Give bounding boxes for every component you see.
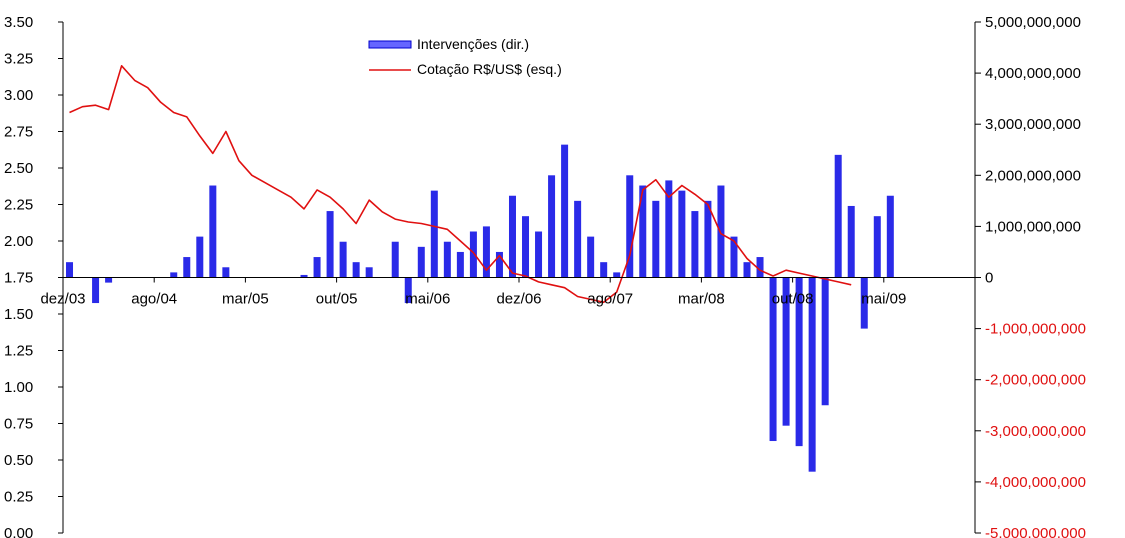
left-tick-label: 2.50 [4, 160, 33, 177]
intervention-bar [66, 262, 74, 278]
intervention-bar [170, 272, 178, 278]
intervention-bar [717, 185, 725, 278]
x-tick-label: mai/09 [861, 291, 906, 308]
x-tick-label: out/08 [772, 291, 814, 308]
right-tick-label: -4,000,000,000 [985, 474, 1086, 491]
right-tick-label: 4,000,000,000 [985, 65, 1081, 82]
left-tick-label: 0.25 [4, 489, 33, 506]
intervention-bar [574, 200, 582, 278]
intervention-bar [561, 144, 569, 278]
exchange-rate-line [69, 65, 852, 304]
intervention-bar [886, 195, 894, 278]
line-group [69, 65, 852, 304]
intervention-bar [105, 277, 113, 283]
intervention-bar [652, 200, 660, 278]
intervention-bar [183, 257, 191, 278]
intervention-bar [404, 277, 412, 304]
intervention-bar [808, 277, 816, 472]
intervention-bar [743, 262, 751, 278]
left-tick-label: 0.50 [4, 452, 33, 469]
intervention-bar [417, 246, 425, 278]
left-tick-label: 1.75 [4, 270, 33, 287]
intervention-bar [847, 205, 855, 278]
bars-group [66, 144, 894, 472]
intervention-bar [613, 272, 621, 278]
intervention-bar [873, 216, 881, 278]
intervention-bar [834, 154, 842, 278]
x-tick-label: ago/04 [131, 291, 177, 308]
intervention-bar [469, 231, 477, 278]
legend-label-bar: Intervenções (dir.) [417, 36, 529, 52]
x-tick-label: ago/07 [587, 291, 633, 308]
right-tick-label: -1,000,000,000 [985, 321, 1086, 338]
right-tick-label: 3,000,000,000 [985, 116, 1081, 133]
right-tick-label: -5,000,000,000 [985, 525, 1086, 538]
intervention-bar [626, 175, 634, 278]
x-tick-label: mar/05 [222, 291, 269, 308]
left-tick-label: 3.50 [4, 14, 33, 31]
left-tick-label: 0.00 [4, 525, 33, 538]
intervention-bar [365, 267, 373, 278]
right-tick-label: -3,000,000,000 [985, 423, 1086, 440]
right-tick-label: 0 [985, 270, 993, 287]
intervention-bar [443, 241, 451, 278]
legend: Intervenções (dir.) Cotação R$/US$ (esq.… [368, 36, 562, 77]
intervention-bar [300, 274, 308, 278]
x-tick-label: dez/06 [496, 291, 541, 308]
intervention-bar [639, 185, 647, 278]
intervention-bar [326, 211, 334, 278]
left-tick-label: 3.25 [4, 51, 33, 68]
left-tick-label: 2.75 [4, 124, 33, 141]
intervention-bar [600, 262, 608, 278]
intervention-bar [196, 236, 204, 278]
intervention-bar [508, 195, 516, 278]
intervention-bar [522, 216, 530, 278]
intervention-bar [730, 236, 738, 278]
right-tick-label: 5,000,000,000 [985, 14, 1081, 31]
intervention-bar [795, 277, 803, 447]
left-tick-label: 1.25 [4, 343, 33, 360]
intervention-bar [339, 241, 347, 278]
intervention-bar [782, 277, 790, 426]
intervention-bar [678, 190, 686, 278]
x-tick-label: mai/06 [405, 291, 450, 308]
intervention-bar [756, 257, 764, 278]
intervention-bar [92, 277, 100, 304]
intervention-bar [430, 190, 438, 278]
intervention-bar [769, 277, 777, 442]
intervention-bar [704, 200, 712, 278]
x-tick-label: out/05 [316, 291, 358, 308]
intervention-bar [535, 231, 543, 278]
x-tick-label: mar/08 [678, 291, 725, 308]
left-tick-label: 0.75 [4, 416, 33, 433]
intervention-bar [391, 241, 399, 278]
legend-swatch-bar [368, 40, 412, 49]
left-tick-label: 2.25 [4, 197, 33, 214]
left-tick-label: 2.00 [4, 233, 33, 250]
intervention-bar [821, 277, 829, 406]
right-tick-label: 2,000,000,000 [985, 167, 1081, 184]
axes-group: 0.00 0.25 0.50 0.75 1.00 1.25 1.50 1.75 2.00 2.25… [4, 14, 1086, 538]
intervention-bar [222, 267, 230, 278]
intervention-bar [456, 251, 464, 278]
intervention-bar [352, 262, 360, 278]
intervention-bar [209, 185, 217, 278]
left-tick-label: 1.00 [4, 379, 33, 396]
intervention-bar [860, 277, 868, 329]
intervention-bar [665, 180, 673, 278]
intervention-bar [691, 211, 699, 278]
intervention-bar [587, 236, 595, 278]
left-tick-label: 1.50 [4, 306, 33, 323]
x-tick-label: dez/03 [40, 291, 85, 308]
right-tick-label: 1,000,000,000 [985, 218, 1081, 235]
legend-label-line: Cotação R$/US$ (esq.) [417, 61, 562, 77]
intervention-bar [548, 175, 556, 278]
left-tick-label: 3.00 [4, 87, 33, 104]
right-tick-label: -2,000,000,000 [985, 372, 1086, 389]
intervention-bar [495, 251, 503, 278]
intervention-bar [313, 257, 321, 278]
intervention-bar [482, 226, 490, 278]
